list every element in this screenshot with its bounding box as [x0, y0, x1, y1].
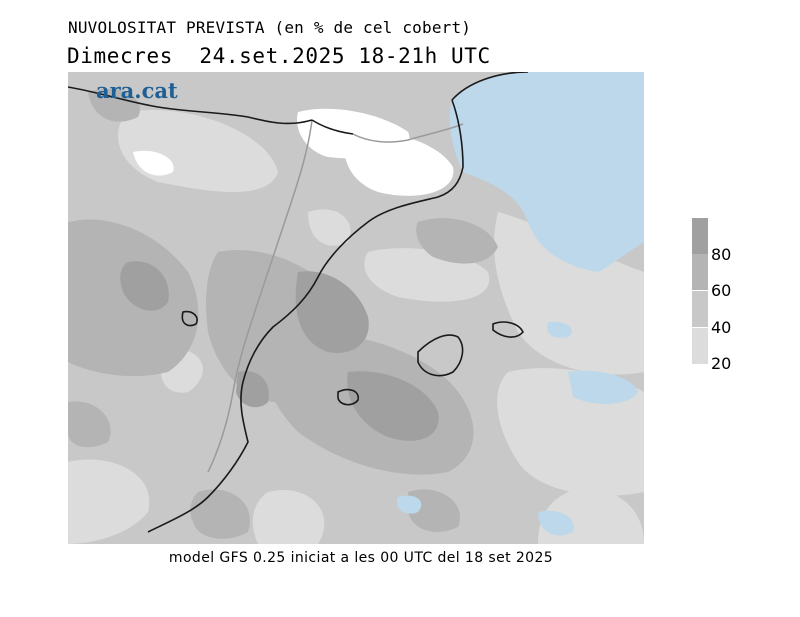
legend-label-20: 20 — [711, 354, 732, 373]
clear-sky-areas — [133, 108, 454, 196]
map-title: NUVOLOSITAT PREVISTA (en % de cel cobert… — [68, 18, 472, 37]
legend-band-40 — [692, 291, 708, 327]
legend-label-40: 40 — [711, 318, 732, 337]
model-caption: model GFS 0.25 iniciat a les 00 UTC del … — [168, 550, 554, 566]
legend-band-80 — [692, 218, 708, 254]
legend-label-80: 80 — [711, 245, 732, 264]
color-legend — [692, 218, 708, 364]
cloud-cover-map — [68, 72, 644, 544]
legend-band-20 — [692, 328, 708, 364]
legend-band-60 — [692, 254, 708, 290]
ara-cat-logo: ara.cat — [96, 78, 178, 103]
clear-sea-areas — [396, 72, 644, 536]
borders — [207, 119, 464, 473]
forecast-date: Dimecres 24.set.2025 18-21h UTC — [67, 44, 491, 68]
legend-label-60: 60 — [711, 281, 732, 300]
coastlines — [68, 72, 529, 533]
